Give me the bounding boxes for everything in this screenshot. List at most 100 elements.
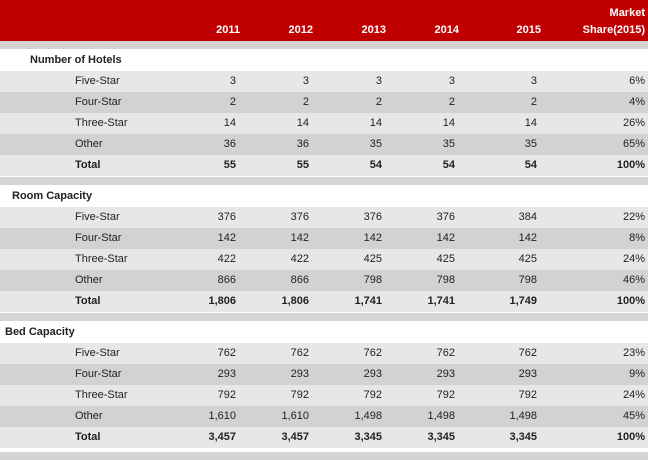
- year-value-cell: 2: [448, 96, 455, 108]
- market-share-cell: 22%: [622, 211, 645, 223]
- market-share-cell: 8%: [629, 232, 645, 244]
- year-value-cell: 376: [363, 211, 382, 223]
- section-title: Number of Hotels: [30, 54, 122, 66]
- market-share-cell: 23%: [622, 347, 645, 359]
- market-share-header-line2: Share(2015): [582, 24, 645, 36]
- year-value-cell: 866: [217, 274, 236, 286]
- section-divider: [0, 41, 648, 49]
- year-value-cell: 866: [290, 274, 309, 286]
- table-row: Five-Star 376 376 376 376 384 22%: [0, 207, 648, 228]
- row-label: Four-Star: [75, 368, 122, 380]
- year-value-cell: 35: [524, 138, 537, 150]
- year-value-cell: 54: [369, 159, 382, 171]
- total-row: Total 3,457 3,457 3,345 3,345 3,345 100%: [0, 427, 648, 448]
- year-value-cell: 3: [302, 75, 309, 87]
- year-value-cell: 422: [217, 253, 236, 265]
- year-header-2014: 2014: [434, 24, 459, 36]
- row-label: Total: [75, 295, 101, 307]
- year-value-cell: 2: [375, 96, 382, 108]
- year-value-cell: 2: [302, 96, 309, 108]
- section-title: Room Capacity: [12, 190, 93, 202]
- year-value-cell: 3: [375, 75, 382, 87]
- year-value-cell: 422: [290, 253, 309, 265]
- market-share-cell: 45%: [622, 410, 645, 422]
- year-value-cell: 1,741: [427, 295, 455, 307]
- market-share-cell: 46%: [622, 274, 645, 286]
- year-value-cell: 792: [217, 389, 236, 401]
- year-value-cell: 54: [442, 159, 455, 171]
- year-value-cell: 293: [436, 368, 455, 380]
- year-value-cell: 36: [223, 138, 236, 150]
- year-value-cell: 2: [530, 96, 537, 108]
- year-value-cell: 425: [518, 253, 537, 265]
- table-header: 2011 2012 2013 2014 2015 Market Share(20…: [0, 0, 648, 41]
- year-value-cell: 1,498: [509, 410, 537, 422]
- year-value-cell: 792: [518, 389, 537, 401]
- year-value-cell: 425: [363, 253, 382, 265]
- table-row: Four-Star 293 293 293 293 293 9%: [0, 364, 648, 385]
- year-value-cell: 142: [290, 232, 309, 244]
- year-value-cell: 3,345: [354, 431, 382, 443]
- row-label: Three-Star: [75, 389, 128, 401]
- year-value-cell: 384: [518, 211, 537, 223]
- section-divider: [0, 313, 648, 321]
- market-share-cell: 4%: [629, 96, 645, 108]
- year-value-cell: 1,610: [208, 410, 236, 422]
- year-header-2015: 2015: [516, 24, 541, 36]
- table-row: Four-Star 2 2 2 2 2 4%: [0, 92, 648, 113]
- row-label: Total: [75, 431, 101, 443]
- table-row: Five-Star 3 3 3 3 3 6%: [0, 71, 648, 92]
- year-value-cell: 762: [436, 347, 455, 359]
- section-title-row: Number of Hotels: [0, 50, 648, 71]
- section-divider: [0, 177, 648, 185]
- market-share-cell: 65%: [622, 138, 645, 150]
- year-value-cell: 293: [363, 368, 382, 380]
- table-row: Three-Star 14 14 14 14 14 26%: [0, 113, 648, 134]
- row-label: Three-Star: [75, 253, 128, 265]
- section-title-row: Bed Capacity: [0, 322, 648, 343]
- year-value-cell: 798: [363, 274, 382, 286]
- year-value-cell: 55: [223, 159, 236, 171]
- year-value-cell: 55: [296, 159, 309, 171]
- table-row: Three-Star 422 422 425 425 425 24%: [0, 249, 648, 270]
- row-label: Other: [75, 274, 103, 286]
- row-label: Five-Star: [75, 75, 120, 87]
- market-share-cell: 100%: [616, 431, 645, 443]
- year-header-2013: 2013: [361, 24, 386, 36]
- row-label: Four-Star: [75, 96, 122, 108]
- market-share-cell: 24%: [622, 253, 645, 265]
- year-value-cell: 798: [436, 274, 455, 286]
- row-label: Three-Star: [75, 117, 128, 129]
- year-value-cell: 376: [436, 211, 455, 223]
- year-value-cell: 142: [518, 232, 537, 244]
- market-share-cell: 100%: [616, 159, 645, 171]
- year-value-cell: 142: [363, 232, 382, 244]
- year-value-cell: 3,345: [509, 431, 537, 443]
- year-value-cell: 1,610: [281, 410, 309, 422]
- market-share-cell: 100%: [616, 295, 645, 307]
- table-row: Three-Star 792 792 792 792 792 24%: [0, 385, 648, 406]
- year-value-cell: 14: [524, 117, 537, 129]
- year-value-cell: 293: [290, 368, 309, 380]
- table-bottom-divider: [0, 452, 648, 460]
- year-value-cell: 1,806: [281, 295, 309, 307]
- row-label: Other: [75, 138, 103, 150]
- year-value-cell: 293: [217, 368, 236, 380]
- year-value-cell: 142: [436, 232, 455, 244]
- year-value-cell: 762: [217, 347, 236, 359]
- year-value-cell: 762: [363, 347, 382, 359]
- year-value-cell: 792: [363, 389, 382, 401]
- year-value-cell: 762: [518, 347, 537, 359]
- year-value-cell: 36: [296, 138, 309, 150]
- table-row: Other 866 866 798 798 798 46%: [0, 270, 648, 291]
- table-row: Other 1,610 1,610 1,498 1,498 1,498 45%: [0, 406, 648, 427]
- market-share-header: Market Share(2015): [583, 5, 645, 39]
- year-value-cell: 1,498: [427, 410, 455, 422]
- year-value-cell: 3,345: [427, 431, 455, 443]
- row-label: Four-Star: [75, 232, 122, 244]
- year-value-cell: 3: [530, 75, 537, 87]
- row-label: Other: [75, 410, 103, 422]
- table-row: Other 36 36 35 35 35 65%: [0, 134, 648, 155]
- year-value-cell: 54: [524, 159, 537, 171]
- year-value-cell: 2: [229, 96, 236, 108]
